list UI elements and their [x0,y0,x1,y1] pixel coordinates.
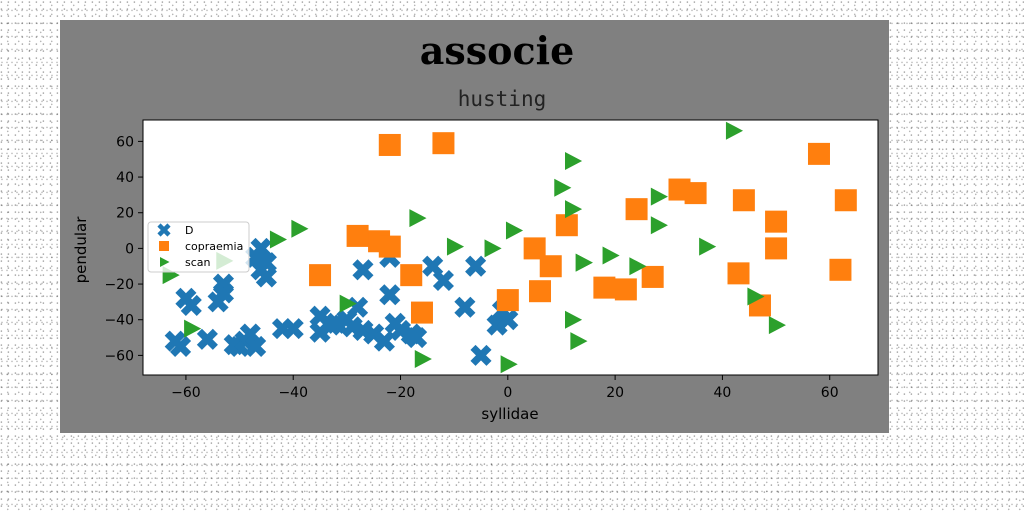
data-point [432,269,454,292]
data-point [725,121,744,140]
chart-subtitle: husting [458,87,547,111]
legend-label: scan [185,256,211,269]
x-tick-label: 40 [714,385,732,401]
y-tick-label: 0 [125,241,134,257]
data-point [465,255,487,277]
x-tick-label: −40 [278,385,308,401]
data-point [529,280,552,303]
data-point [373,330,395,352]
data-point [555,214,578,237]
data-point [650,216,668,235]
data-point [378,235,401,258]
data-point [446,237,465,256]
x-tick-label: 20 [606,385,624,401]
data-point [699,237,717,256]
data-point [564,152,583,171]
data-point [378,133,401,156]
data-point [727,262,750,285]
scatter-chart: associe husting −60 −40 −20 0 20 40 60 −60 −40 −2… [72,28,879,423]
data-point [410,301,433,324]
legend-box [147,221,250,273]
data-point [829,258,852,281]
legend-marker [159,241,169,251]
chart-figure: associe husting −60 −40 −20 0 20 40 60 −60 −40 −2… [60,20,889,433]
legend-label: copraemia [185,240,243,253]
y-tick-label: 20 [116,206,134,222]
y-axis-label: pendular [72,216,90,284]
data-point [291,219,309,238]
data-point [625,198,648,221]
legend-marker [160,257,170,267]
data-point [454,296,476,318]
legend-marker [157,223,171,237]
data-point [486,314,508,336]
data-point [650,187,668,206]
data-point [807,142,830,165]
data-point [747,287,765,306]
series-scan [162,121,786,374]
x-tick-label: −20 [386,385,416,401]
data-point [614,278,637,301]
data-point [400,264,423,287]
data-markers [162,121,857,374]
data-point [593,276,616,299]
axis-ticks: −60 −40 −20 0 20 40 60 −60 −40 −20 0 20 40 60 [104,134,838,401]
data-point [523,237,546,260]
data-point [496,289,519,312]
data-point [245,335,267,358]
legend-label: D [185,224,193,237]
data-point [575,253,593,272]
data-point [834,189,857,212]
x-tick-label: −60 [171,385,201,401]
data-point [500,355,518,374]
data-point [239,323,261,345]
data-point [414,349,432,368]
data-point [539,255,562,278]
data-point [554,178,572,197]
data-point [570,332,588,351]
data-point [629,257,647,276]
x-tick-label: 0 [503,385,512,401]
data-point [207,291,229,313]
data-point [180,294,202,317]
data-point [245,246,267,268]
series-copraemia [309,132,857,324]
data-point [765,237,788,260]
y-tick-label: 60 [116,134,134,150]
data-point [732,189,755,212]
x-tick-label: 60 [821,385,839,401]
data-point [484,239,502,258]
data-point [505,221,524,240]
y-tick-label: −40 [104,313,134,329]
data-point [564,310,583,329]
data-point [564,200,583,219]
data-point [184,319,202,338]
data-point [346,224,369,247]
y-tick-label: −60 [104,348,134,364]
data-point [470,344,492,366]
data-point [282,318,304,340]
x-axis-label: syllidae [481,405,538,423]
data-point [409,209,427,228]
chart-title: associe [420,28,575,73]
y-tick-label: −20 [104,277,134,293]
data-point [641,265,664,288]
data-point [164,330,186,352]
data-point [352,259,374,281]
data-point [684,182,707,205]
data-point [255,252,277,274]
data-point [768,316,786,335]
data-point [309,264,332,287]
data-point [765,210,788,233]
data-point [339,294,357,313]
data-point [406,327,428,349]
data-point [602,246,620,265]
data-point [196,328,218,350]
data-point [379,284,401,306]
data-point [432,132,455,155]
data-point [269,230,288,249]
y-tick-label: 40 [116,170,134,186]
